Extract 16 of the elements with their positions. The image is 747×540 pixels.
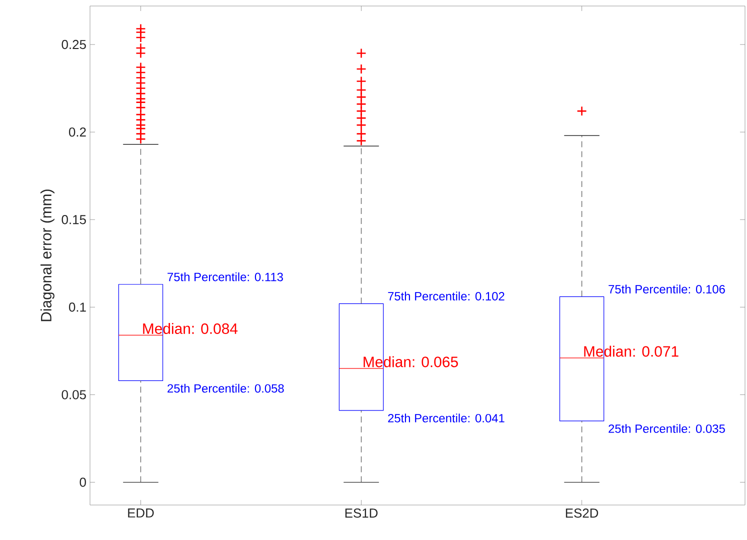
y-tick-label: 0.25 bbox=[62, 40, 86, 50]
annotation: 25th Percentile: 0.058 bbox=[168, 384, 284, 393]
y-tick-label: 0.1 bbox=[68, 302, 86, 312]
y-tick-label: 0 bbox=[80, 478, 86, 487]
x-tick-label: ES2D bbox=[566, 508, 598, 518]
y-tick-label: 0.05 bbox=[62, 390, 86, 400]
annotation: 25th Percentile: 0.035 bbox=[608, 424, 725, 433]
annotation: 25th Percentile: 0.041 bbox=[388, 414, 504, 422]
annotation: 75th Percentile: 0.113 bbox=[168, 272, 283, 282]
y-tick-label: 0.2 bbox=[68, 127, 86, 137]
annotation: 75th Percentile: 0.102 bbox=[388, 292, 504, 300]
x-tick-label: ES1D bbox=[345, 508, 378, 518]
y-tick-label: 0.15 bbox=[62, 215, 86, 224]
x-tick-label: EDD bbox=[128, 508, 154, 518]
annotation: 75th Percentile: 0.106 bbox=[608, 284, 725, 294]
y-axis-title: Diagonal error (mm) bbox=[40, 190, 54, 322]
